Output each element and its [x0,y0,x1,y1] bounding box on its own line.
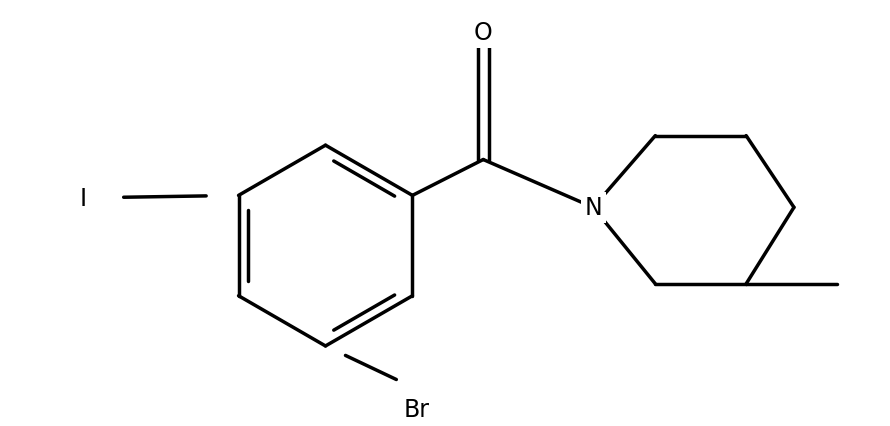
Text: I: I [79,186,86,210]
Text: Br: Br [403,397,429,420]
Text: O: O [473,21,493,45]
Text: N: N [585,196,602,220]
